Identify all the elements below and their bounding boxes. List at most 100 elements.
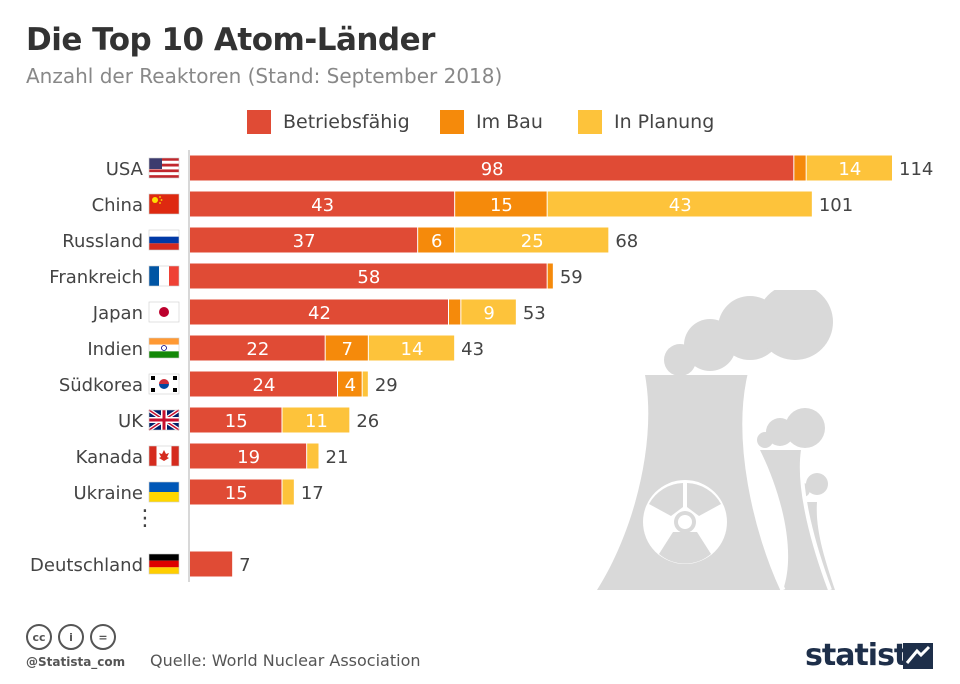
category-label-1: China [92,195,143,216]
legend-item-in-planung: In Planung [578,110,714,134]
flag-russia-icon [148,229,180,251]
total-label-7: 26 [356,411,379,432]
bar-in-planung-8 [307,443,319,469]
bar-im-bau-0 [794,155,806,181]
segment-label-betriebsfaehig-4: 42 [308,303,331,324]
bar-betriebsfaehig-0 [190,155,794,181]
flag-germany-icon [148,553,180,575]
category-label-9: Ukraine [73,483,143,504]
statista-logo-icon [903,643,933,669]
legend: Betriebsfähig Im Bau In Planung [0,110,960,136]
total-label-0: 114 [899,159,933,180]
legend-item-betriebsfaehig: Betriebsfähig [247,110,410,134]
bar-betriebsfaehig-3 [190,263,547,289]
legend-item-im-bau: Im Bau [440,110,543,134]
segment-label-im-bau-1: 15 [490,195,513,216]
bar-betriebsfaehig-6 [190,371,337,397]
total-label-8: 21 [326,447,349,468]
chart-title: Die Top 10 Atom-Länder [26,22,435,58]
bar-betriebsfaehig-10 [190,551,233,577]
no-derivatives-icon[interactable]: = [90,624,116,650]
segment-label-in-planung-2: 25 [521,231,544,252]
bar-im-bau-4 [449,299,461,325]
flag-china-icon [148,193,180,215]
total-label-10: 7 [239,555,250,576]
bar-in-planung-7 [282,407,350,433]
segment-label-im-bau-2: 6 [431,231,442,252]
bar-betriebsfaehig-9 [190,479,282,505]
legend-swatch-betriebsfaehig [247,110,271,134]
segment-label-betriebsfaehig-9: 15 [225,483,248,504]
attribution-icon[interactable]: i [58,624,84,650]
total-label-5: 43 [461,339,484,360]
radiation-icon [643,480,727,564]
total-label-4: 53 [523,303,546,324]
gap-marker: ⋮ [134,506,156,531]
bar-in-planung-4 [461,299,516,325]
cc-icon[interactable]: cc [26,624,52,650]
nuclear-plant-illustration [597,290,835,590]
total-label-3: 59 [560,267,583,288]
total-label-6: 29 [375,375,398,396]
total-label-9: 17 [301,483,324,504]
source-note: Quelle: World Nuclear Association [150,651,421,670]
bar-im-bau-1 [455,191,547,217]
segment-label-betriebsfaehig-2: 37 [293,231,316,252]
bar-betriebsfaehig-1 [190,191,455,217]
legend-swatch-in-planung [578,110,602,134]
flag-india-icon [148,337,180,359]
category-label-4: Japan [92,303,143,324]
segment-label-betriebsfaehig-5: 22 [246,339,269,360]
legend-label-in-planung: In Planung [614,111,715,133]
segment-label-betriebsfaehig-3: 58 [357,267,380,288]
bar-in-planung-9 [282,479,294,505]
segment-label-betriebsfaehig-1: 43 [311,195,334,216]
segment-label-in-planung-5: 14 [401,339,424,360]
bar-in-planung-0 [806,155,892,181]
bar-betriebsfaehig-7 [190,407,282,433]
category-label-10: Deutschland [30,555,143,576]
bar-in-planung-2 [455,227,609,253]
bar-betriebsfaehig-4 [190,299,448,325]
category-label-7: UK [118,411,144,432]
segment-label-betriebsfaehig-7: 15 [225,411,248,432]
bar-im-bau-3 [547,263,553,289]
category-label-2: Russland [62,231,143,252]
segment-label-in-planung-7: 11 [305,411,328,432]
flag-southkorea-icon [148,373,180,395]
segment-label-betriebsfaehig-0: 98 [481,159,504,180]
total-label-2: 68 [615,231,638,252]
segment-label-im-bau-5: 7 [342,339,353,360]
flag-ukraine-icon [148,481,180,503]
segment-label-im-bau-6: 4 [345,375,356,396]
flag-canada-icon [148,445,180,467]
category-label-5: Indien [87,339,143,360]
bar-in-planung-5 [368,335,455,361]
total-label-1: 101 [819,195,853,216]
flag-uk-icon [147,408,181,432]
segment-label-in-planung-4: 9 [483,303,494,324]
legend-swatch-im-bau [440,110,464,134]
flag-france-icon [148,265,180,287]
category-label-0: USA [106,159,144,180]
legend-label-im-bau: Im Bau [476,111,543,133]
statista-handle[interactable]: @Statista_com [26,655,126,669]
bar-betriebsfaehig-5 [190,335,325,361]
category-label-8: Kanada [76,447,143,468]
segment-label-betriebsfaehig-6: 24 [253,375,276,396]
bar-in-planung-1 [547,191,812,217]
segment-label-in-planung-1: 43 [669,195,692,216]
segment-label-betriebsfaehig-8: 19 [237,447,260,468]
bar-betriebsfaehig-2 [190,227,418,253]
category-label-6: Südkorea [59,375,143,396]
bar-in-planung-6 [362,371,368,397]
flag-usa-icon [148,157,180,179]
segment-label-in-planung-0: 14 [838,159,861,180]
bar-betriebsfaehig-8 [190,443,307,469]
bar-im-bau-6 [338,371,362,397]
license-icons: cc i = [26,624,116,650]
legend-label-betriebsfaehig: Betriebsfähig [283,111,410,133]
bar-im-bau-5 [325,335,368,361]
chart-subtitle: Anzahl der Reaktoren (Stand: September 2… [26,64,503,88]
